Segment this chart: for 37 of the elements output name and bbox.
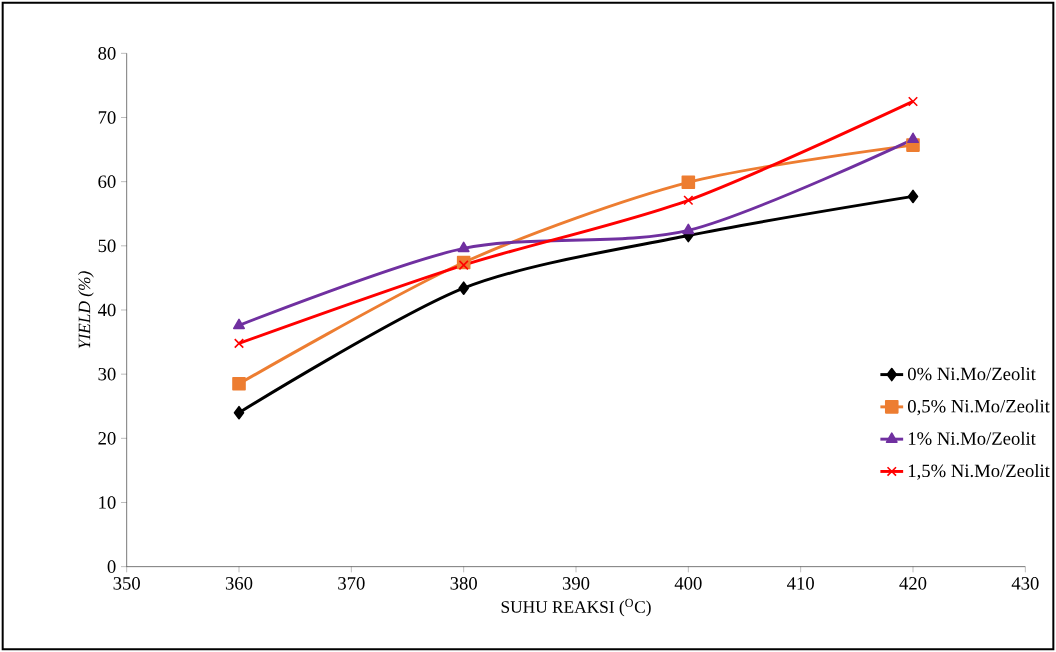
x-axis-title: SUHU REAKSI ($^{O}$C) (501, 598, 651, 617)
y-tick-label: 50 (98, 239, 116, 253)
point (232, 376, 246, 391)
point (907, 96, 919, 107)
point (682, 223, 695, 235)
point (458, 281, 469, 295)
y-tick-label: 30 (98, 367, 116, 381)
x-tick-label: 390 (562, 577, 590, 590)
point (233, 318, 245, 330)
x-tick-label: 380 (450, 577, 477, 590)
y-tick-label: 70 (98, 111, 116, 124)
point (907, 132, 919, 144)
point (683, 195, 694, 206)
y-tick-label: 60 (98, 175, 116, 188)
y-tick-label: 10 (99, 496, 116, 509)
x-tick-label: 430 (1011, 577, 1039, 590)
y-tick-label: 40 (97, 303, 116, 317)
point (233, 338, 245, 349)
x-tick-label: 420 (899, 577, 927, 590)
x-tick-label: 370 (338, 577, 365, 590)
x-tick-label: 410 (787, 577, 814, 590)
y-tick-label: 20 (98, 432, 116, 445)
point (457, 241, 470, 253)
y-axis-title: YIELD (%) (78, 271, 94, 349)
point (681, 175, 696, 190)
point (233, 405, 245, 420)
x-tick-label: 360 (225, 577, 253, 590)
legend-label: 1% Ni.Mo/Zeolit (908, 431, 1036, 445)
legend-label: 0% Ni.Mo/Zeolit (907, 367, 1036, 381)
legend-label: 0,5% Ni.Mo/Zeolit (907, 399, 1050, 416)
x-tick-label: 350 (113, 577, 140, 590)
legend-label: 1,5% Ni.Mo/Zeolit (908, 463, 1050, 480)
x-tick-label: 400 (674, 577, 702, 590)
point (458, 260, 469, 271)
y-tick-label: 0 (107, 560, 116, 573)
y-tick-label: 80 (98, 47, 116, 60)
point (907, 189, 919, 204)
